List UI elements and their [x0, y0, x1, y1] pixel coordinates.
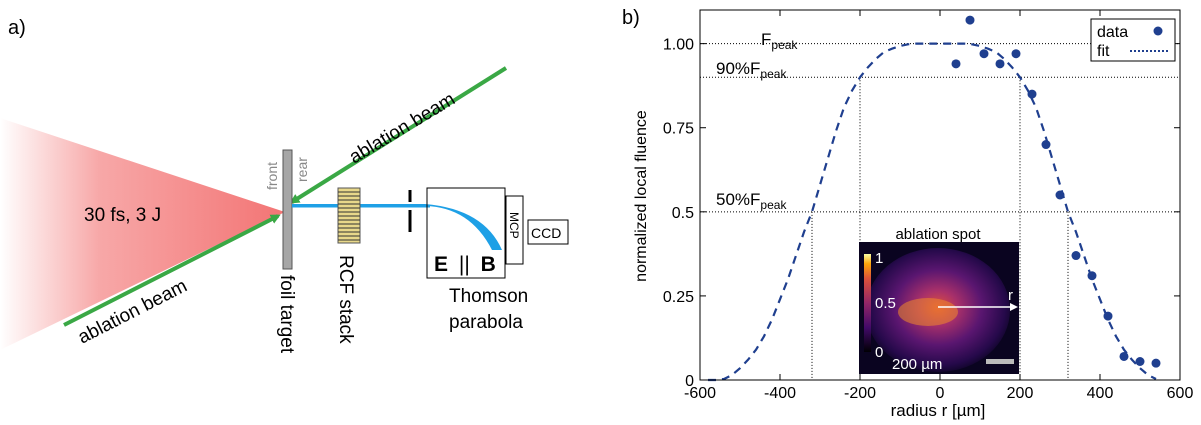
data-point: [995, 59, 1005, 69]
data-point: [965, 15, 975, 25]
foil-target: [282, 149, 293, 270]
data-point: [1119, 351, 1129, 361]
thomson-label-line2: parabola: [449, 312, 523, 333]
laser-beam: [0, 118, 285, 350]
data-point: [1011, 49, 1021, 59]
ion-beam: [292, 204, 502, 250]
field-e: E: [434, 253, 448, 276]
data-point: [1071, 251, 1081, 261]
x-tick-label: -200: [844, 385, 876, 402]
inset-colorbar: [864, 254, 871, 352]
data-point: [1055, 190, 1065, 200]
x-tick-label: 0: [936, 385, 945, 402]
field-label: E || B: [434, 253, 496, 276]
legend-data-marker: [1153, 26, 1163, 36]
y-axis-label: normalized local fluence: [633, 110, 650, 282]
x-tick-label: 400: [1087, 385, 1114, 402]
inset-cbar-top: 1: [875, 250, 883, 267]
ablation-beam-upper-arrow: [289, 66, 508, 204]
data-point: [1135, 357, 1145, 366]
y-tick-label: 0: [685, 373, 694, 390]
foil-target-label: foil target: [276, 275, 297, 354]
inset-cbar-mid: 0.5: [875, 295, 896, 312]
inset-title: ablation spot: [895, 226, 981, 243]
inset-radius-arrowhead: [1010, 303, 1018, 311]
data-point: [1027, 89, 1037, 99]
field-b: B: [481, 253, 496, 276]
x-tick-label: -400: [764, 385, 796, 402]
fit-curve: [708, 42, 1157, 382]
inset-cbar-bottom: 0: [875, 344, 883, 361]
laser-label: 30 fs, 3 J: [84, 205, 161, 226]
data-point: [951, 59, 961, 69]
field-parallel: ||: [459, 253, 470, 276]
inset-r-label: r: [1008, 287, 1013, 304]
fluence-chart: b) normalized local fluence radius r [µm…: [622, 7, 1194, 420]
legend-data-label: data: [1097, 24, 1128, 41]
mcp-detector: [505, 195, 524, 265]
panel-a-label: a): [8, 17, 26, 39]
inset-scale-bar: [986, 359, 1014, 364]
rcf-stack-label: RCF stack: [335, 255, 356, 344]
y-tick-label: 0.75: [663, 121, 694, 138]
x-tick-label: 200: [1007, 385, 1034, 402]
y-tick-label: 1.00: [663, 37, 694, 54]
x-tick-label: -600: [684, 385, 716, 402]
ccd-camera: [527, 219, 569, 245]
ablation-spot-inset: 1 0.5 0 r 200 µm: [859, 242, 1019, 374]
data-point: [1103, 311, 1113, 321]
thomson-label-line1: Thomson: [449, 286, 528, 307]
rear-label: rear: [294, 157, 310, 182]
annotation-90-fpeak: 90%Fpeak: [716, 59, 787, 81]
panel-b-label: b): [622, 7, 640, 29]
data-point: [1087, 271, 1097, 281]
y-tick-label: 0.5: [672, 205, 694, 222]
rcf-stack: [337, 187, 361, 244]
x-tick-label: 600: [1167, 385, 1194, 402]
schematic-panel: a) 30 fs, 3 J ablation beam ablation bea…: [0, 17, 569, 354]
thomson-parabola-box: [426, 187, 506, 279]
front-label: front: [264, 162, 280, 190]
ccd-label: CCD: [531, 225, 561, 241]
legend: data fit: [1090, 18, 1176, 62]
annotation-fpeak: Fpeak: [761, 30, 798, 52]
y-tick-label: 0.25: [663, 289, 694, 306]
data-point: [979, 49, 989, 59]
annotation-50-fpeak: 50%Fpeak: [716, 190, 787, 212]
legend-box: [1090, 18, 1176, 62]
data-point: [1151, 358, 1161, 368]
data-point: [1041, 140, 1051, 150]
inset-scale-label: 200 µm: [892, 356, 942, 373]
ablation-beam-lower-arrow: [63, 214, 281, 327]
x-axis-label: radius r [µm]: [891, 401, 986, 420]
mcp-label: MCP: [507, 212, 521, 239]
inset-spot-hotspot: [898, 298, 958, 326]
legend-fit-label: fit: [1097, 43, 1110, 60]
ablation-beam-upper-label: ablation beam: [346, 89, 459, 168]
